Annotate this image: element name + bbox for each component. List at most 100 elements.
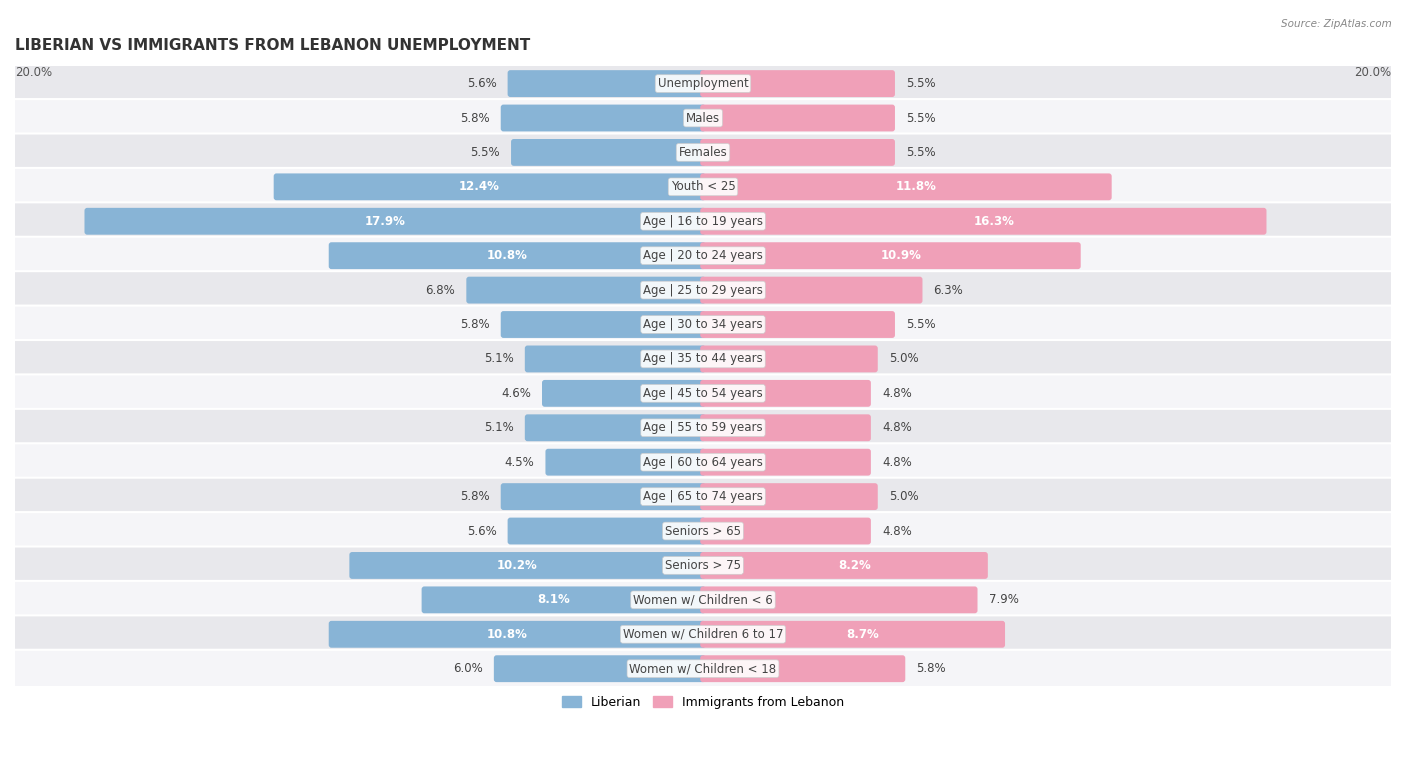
Text: Seniors > 75: Seniors > 75 bbox=[665, 559, 741, 572]
FancyBboxPatch shape bbox=[13, 409, 1393, 447]
FancyBboxPatch shape bbox=[700, 104, 896, 132]
FancyBboxPatch shape bbox=[700, 173, 1112, 201]
FancyBboxPatch shape bbox=[508, 518, 706, 544]
FancyBboxPatch shape bbox=[494, 656, 706, 682]
FancyBboxPatch shape bbox=[546, 449, 706, 475]
FancyBboxPatch shape bbox=[700, 242, 1081, 269]
FancyBboxPatch shape bbox=[700, 139, 896, 166]
FancyBboxPatch shape bbox=[13, 512, 1393, 550]
Text: 5.8%: 5.8% bbox=[917, 662, 946, 675]
FancyBboxPatch shape bbox=[329, 621, 706, 648]
Text: Age | 35 to 44 years: Age | 35 to 44 years bbox=[643, 353, 763, 366]
Text: Age | 20 to 24 years: Age | 20 to 24 years bbox=[643, 249, 763, 262]
FancyBboxPatch shape bbox=[700, 621, 1005, 648]
FancyBboxPatch shape bbox=[700, 552, 988, 579]
Legend: Liberian, Immigrants from Lebanon: Liberian, Immigrants from Lebanon bbox=[557, 690, 849, 714]
FancyBboxPatch shape bbox=[501, 483, 706, 510]
FancyBboxPatch shape bbox=[524, 414, 706, 441]
Text: Age | 30 to 34 years: Age | 30 to 34 years bbox=[643, 318, 763, 331]
Text: 8.1%: 8.1% bbox=[537, 593, 569, 606]
Text: Age | 55 to 59 years: Age | 55 to 59 years bbox=[643, 422, 763, 435]
FancyBboxPatch shape bbox=[13, 581, 1393, 618]
Text: Age | 45 to 54 years: Age | 45 to 54 years bbox=[643, 387, 763, 400]
Text: Youth < 25: Youth < 25 bbox=[671, 180, 735, 193]
Text: 5.5%: 5.5% bbox=[905, 77, 935, 90]
FancyBboxPatch shape bbox=[700, 518, 870, 544]
FancyBboxPatch shape bbox=[13, 478, 1393, 516]
Text: 4.8%: 4.8% bbox=[882, 525, 911, 537]
FancyBboxPatch shape bbox=[274, 173, 706, 201]
FancyBboxPatch shape bbox=[13, 547, 1393, 584]
Text: 5.6%: 5.6% bbox=[467, 525, 496, 537]
Text: Women w/ Children < 18: Women w/ Children < 18 bbox=[630, 662, 776, 675]
Text: 20.0%: 20.0% bbox=[15, 67, 52, 79]
Text: 20.0%: 20.0% bbox=[1354, 67, 1391, 79]
Text: Unemployment: Unemployment bbox=[658, 77, 748, 90]
FancyBboxPatch shape bbox=[13, 237, 1393, 275]
FancyBboxPatch shape bbox=[700, 449, 870, 475]
Text: 4.8%: 4.8% bbox=[882, 422, 911, 435]
FancyBboxPatch shape bbox=[508, 70, 706, 97]
Text: 5.0%: 5.0% bbox=[889, 490, 918, 503]
FancyBboxPatch shape bbox=[13, 64, 1393, 102]
FancyBboxPatch shape bbox=[700, 414, 870, 441]
FancyBboxPatch shape bbox=[13, 444, 1393, 481]
FancyBboxPatch shape bbox=[329, 242, 706, 269]
FancyBboxPatch shape bbox=[13, 340, 1393, 378]
Text: 5.0%: 5.0% bbox=[889, 353, 918, 366]
Text: 16.3%: 16.3% bbox=[973, 215, 1014, 228]
FancyBboxPatch shape bbox=[510, 139, 706, 166]
FancyBboxPatch shape bbox=[700, 587, 977, 613]
FancyBboxPatch shape bbox=[13, 133, 1393, 171]
FancyBboxPatch shape bbox=[700, 656, 905, 682]
Text: Age | 16 to 19 years: Age | 16 to 19 years bbox=[643, 215, 763, 228]
Text: 5.8%: 5.8% bbox=[460, 490, 489, 503]
Text: 4.5%: 4.5% bbox=[505, 456, 534, 469]
FancyBboxPatch shape bbox=[13, 306, 1393, 344]
FancyBboxPatch shape bbox=[13, 650, 1393, 687]
FancyBboxPatch shape bbox=[13, 375, 1393, 413]
Text: 10.2%: 10.2% bbox=[496, 559, 537, 572]
Text: 17.9%: 17.9% bbox=[364, 215, 405, 228]
Text: Age | 60 to 64 years: Age | 60 to 64 years bbox=[643, 456, 763, 469]
FancyBboxPatch shape bbox=[501, 104, 706, 132]
Text: 11.8%: 11.8% bbox=[896, 180, 936, 193]
Text: 5.8%: 5.8% bbox=[460, 111, 489, 124]
FancyBboxPatch shape bbox=[700, 483, 877, 510]
Text: Age | 25 to 29 years: Age | 25 to 29 years bbox=[643, 284, 763, 297]
FancyBboxPatch shape bbox=[13, 615, 1393, 653]
FancyBboxPatch shape bbox=[700, 70, 896, 97]
FancyBboxPatch shape bbox=[422, 587, 706, 613]
FancyBboxPatch shape bbox=[13, 99, 1393, 137]
FancyBboxPatch shape bbox=[84, 208, 706, 235]
Text: 5.1%: 5.1% bbox=[484, 353, 513, 366]
FancyBboxPatch shape bbox=[700, 208, 1267, 235]
Text: 5.8%: 5.8% bbox=[460, 318, 489, 331]
Text: 6.8%: 6.8% bbox=[426, 284, 456, 297]
Text: Age | 65 to 74 years: Age | 65 to 74 years bbox=[643, 490, 763, 503]
Text: 5.6%: 5.6% bbox=[467, 77, 496, 90]
FancyBboxPatch shape bbox=[700, 380, 870, 407]
Text: 6.3%: 6.3% bbox=[934, 284, 963, 297]
Text: 8.7%: 8.7% bbox=[846, 628, 879, 640]
FancyBboxPatch shape bbox=[524, 345, 706, 372]
Text: 6.0%: 6.0% bbox=[453, 662, 482, 675]
FancyBboxPatch shape bbox=[13, 271, 1393, 309]
Text: 8.2%: 8.2% bbox=[838, 559, 870, 572]
FancyBboxPatch shape bbox=[700, 276, 922, 304]
Text: 12.4%: 12.4% bbox=[458, 180, 501, 193]
FancyBboxPatch shape bbox=[13, 202, 1393, 240]
Text: 10.9%: 10.9% bbox=[880, 249, 921, 262]
Text: 4.6%: 4.6% bbox=[501, 387, 531, 400]
Text: Women w/ Children < 6: Women w/ Children < 6 bbox=[633, 593, 773, 606]
FancyBboxPatch shape bbox=[467, 276, 706, 304]
FancyBboxPatch shape bbox=[501, 311, 706, 338]
FancyBboxPatch shape bbox=[700, 311, 896, 338]
Text: LIBERIAN VS IMMIGRANTS FROM LEBANON UNEMPLOYMENT: LIBERIAN VS IMMIGRANTS FROM LEBANON UNEM… bbox=[15, 38, 530, 53]
Text: 10.8%: 10.8% bbox=[486, 628, 527, 640]
FancyBboxPatch shape bbox=[349, 552, 706, 579]
Text: Females: Females bbox=[679, 146, 727, 159]
FancyBboxPatch shape bbox=[541, 380, 706, 407]
Text: 10.8%: 10.8% bbox=[486, 249, 527, 262]
Text: Women w/ Children 6 to 17: Women w/ Children 6 to 17 bbox=[623, 628, 783, 640]
